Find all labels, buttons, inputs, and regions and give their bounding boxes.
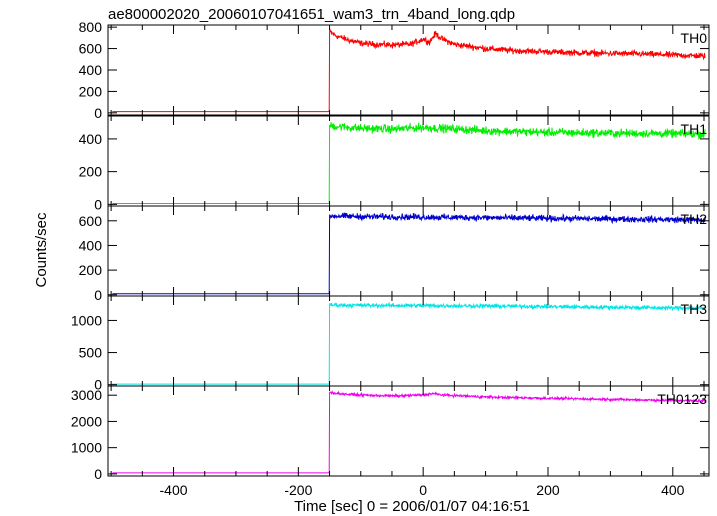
panel-label-th0: TH0 bbox=[681, 30, 708, 46]
y-tick-label-th3: 500 bbox=[79, 345, 103, 361]
y-tick-label-th1: 200 bbox=[79, 164, 103, 180]
panel-label-th0123: TH0123 bbox=[657, 391, 707, 407]
x-tick-label: 200 bbox=[536, 482, 560, 498]
panel-frame-th0123 bbox=[107, 385, 710, 477]
series-line-th3 bbox=[112, 301, 706, 385]
panel-frame-th3 bbox=[107, 295, 710, 387]
panel-label-th2: TH2 bbox=[681, 211, 708, 227]
y-tick-label-th0: 600 bbox=[79, 41, 103, 57]
y-tick-label-th1: 0 bbox=[94, 196, 102, 212]
x-axis-title: Time [sec] 0 = 2006/01/07 04:16:51 bbox=[294, 498, 530, 515]
y-tick-label-th2: 400 bbox=[79, 237, 103, 253]
series-line-th2 bbox=[112, 212, 706, 295]
x-tick-label: -200 bbox=[284, 482, 312, 498]
y-tick-label-th3: 1000 bbox=[71, 312, 102, 328]
y-tick-label-th1: 400 bbox=[79, 131, 103, 147]
y-tick-label-th0: 800 bbox=[79, 19, 103, 35]
series-line-th0123 bbox=[112, 390, 706, 474]
y-tick-label-th2: 600 bbox=[79, 213, 103, 229]
y-tick-label-th0: 200 bbox=[79, 83, 103, 99]
y-tick-label-th0123: 0 bbox=[94, 466, 102, 482]
y-tick-label-th2: 0 bbox=[94, 287, 102, 303]
panel-label-th3: TH3 bbox=[681, 301, 708, 317]
x-tick-label: 400 bbox=[661, 482, 685, 498]
y-tick-label-th0123: 2000 bbox=[71, 413, 102, 429]
y-axis-title: Counts/sec bbox=[33, 212, 50, 288]
series-line-th0 bbox=[112, 29, 706, 113]
panel-label-th1: TH1 bbox=[681, 121, 708, 137]
y-tick-label-th3: 0 bbox=[94, 377, 102, 393]
x-tick-label: -400 bbox=[160, 482, 188, 498]
chart-title: ae800002020_20060107041651_wam3_trn_4ban… bbox=[108, 6, 515, 23]
y-tick-label-th2: 200 bbox=[79, 262, 103, 278]
series-line-th1 bbox=[112, 122, 706, 204]
y-tick-label-th0123: 3000 bbox=[71, 387, 102, 403]
panel-group: 0 200 400 600 800 TH0 0 200 400 TH1 0 200 400 600 TH2 0… bbox=[71, 19, 710, 498]
panel-frame-th0 bbox=[107, 24, 710, 116]
y-tick-label-th0: 400 bbox=[79, 62, 103, 78]
x-tick-label: 0 bbox=[419, 482, 427, 498]
y-tick-label-th0123: 1000 bbox=[71, 440, 102, 456]
y-tick-label-th0: 0 bbox=[94, 105, 102, 121]
